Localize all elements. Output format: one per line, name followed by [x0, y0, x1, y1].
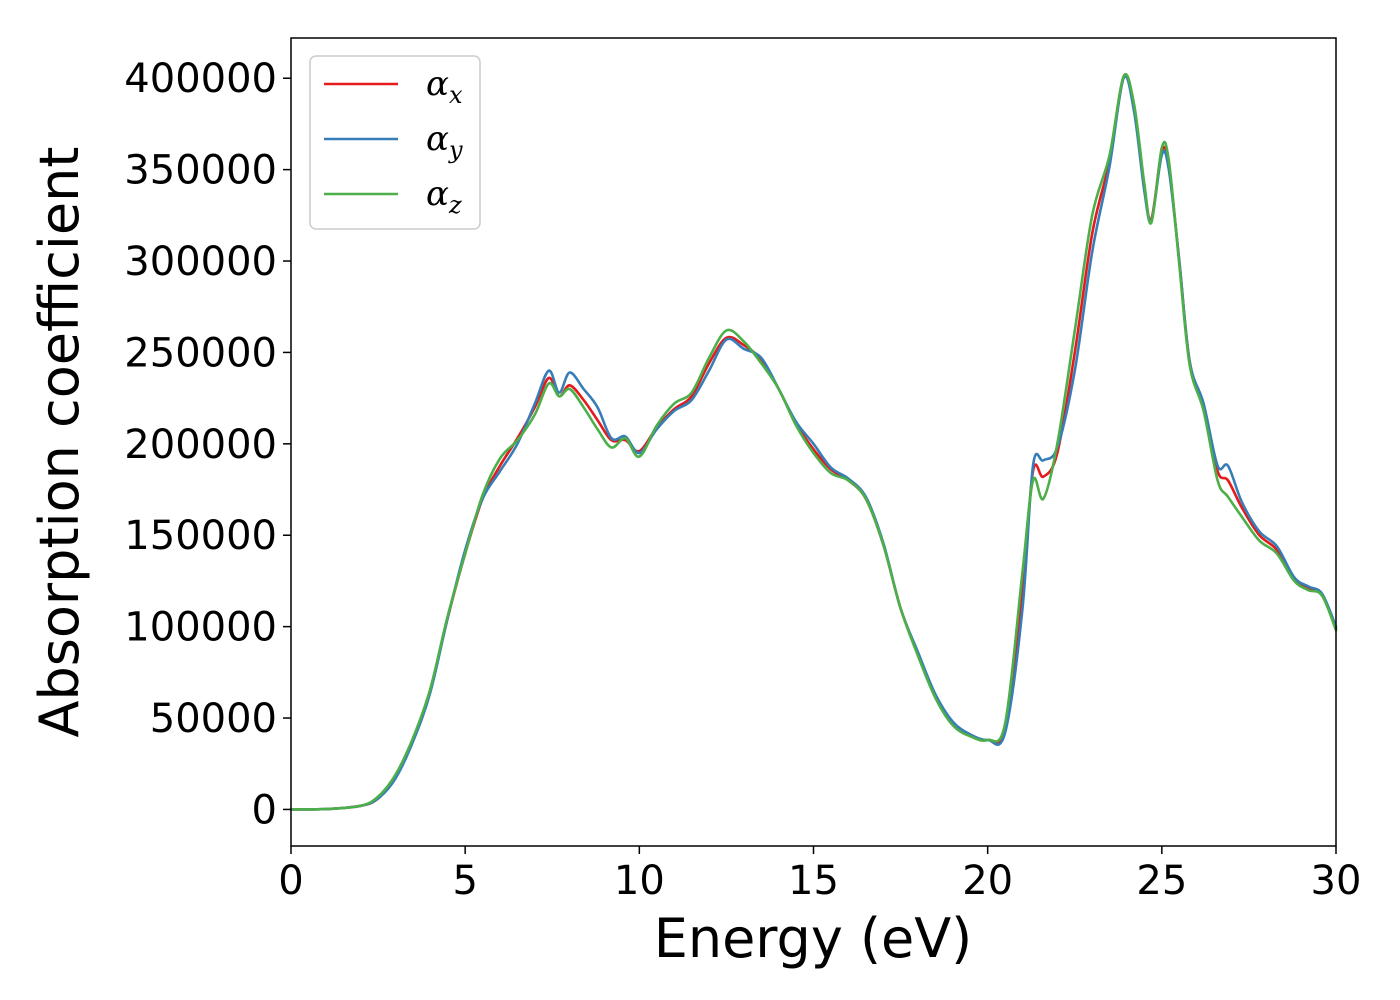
y-tick-label: 100000	[124, 605, 277, 651]
x-tick-label: 20	[962, 858, 1013, 904]
x-tick-label: 0	[278, 858, 303, 904]
legend: αx αy αz	[309, 55, 481, 230]
y-tick-label: 200000	[124, 422, 277, 468]
x-axis-title: Energy (eV)	[654, 907, 973, 970]
legend-label-alpha-y: αy	[426, 119, 463, 164]
y-tick-label: 250000	[124, 330, 277, 376]
series-layer	[289, 73, 1338, 811]
y-tick-label: 50000	[150, 696, 277, 742]
y-tick-label: 300000	[124, 239, 277, 285]
x-tick-label: 5	[452, 858, 477, 904]
x-tick-label: 30	[1311, 858, 1362, 904]
x-tick-label: 10	[614, 858, 665, 904]
y-tick-label: 150000	[124, 513, 277, 559]
y-axis-title: Absorption coefficient	[28, 147, 91, 738]
legend-label-alpha-z: αz	[426, 174, 462, 219]
y-tick-label: 0	[252, 787, 277, 833]
series-line-alpha-z	[289, 73, 1338, 811]
x-tick-label: 25	[1136, 858, 1187, 904]
y-axis-ticks: 0 50000 100000 150000 200000 250000 300000 3500…	[124, 56, 291, 833]
y-tick-label: 400000	[124, 56, 277, 102]
legend-label-alpha-x: αx	[426, 64, 463, 109]
legend-box	[309, 55, 481, 230]
y-tick-label: 350000	[124, 148, 277, 194]
x-tick-label: 15	[788, 858, 839, 904]
x-axis-ticks: 0 5 10 15 20 25 30	[278, 846, 1361, 904]
